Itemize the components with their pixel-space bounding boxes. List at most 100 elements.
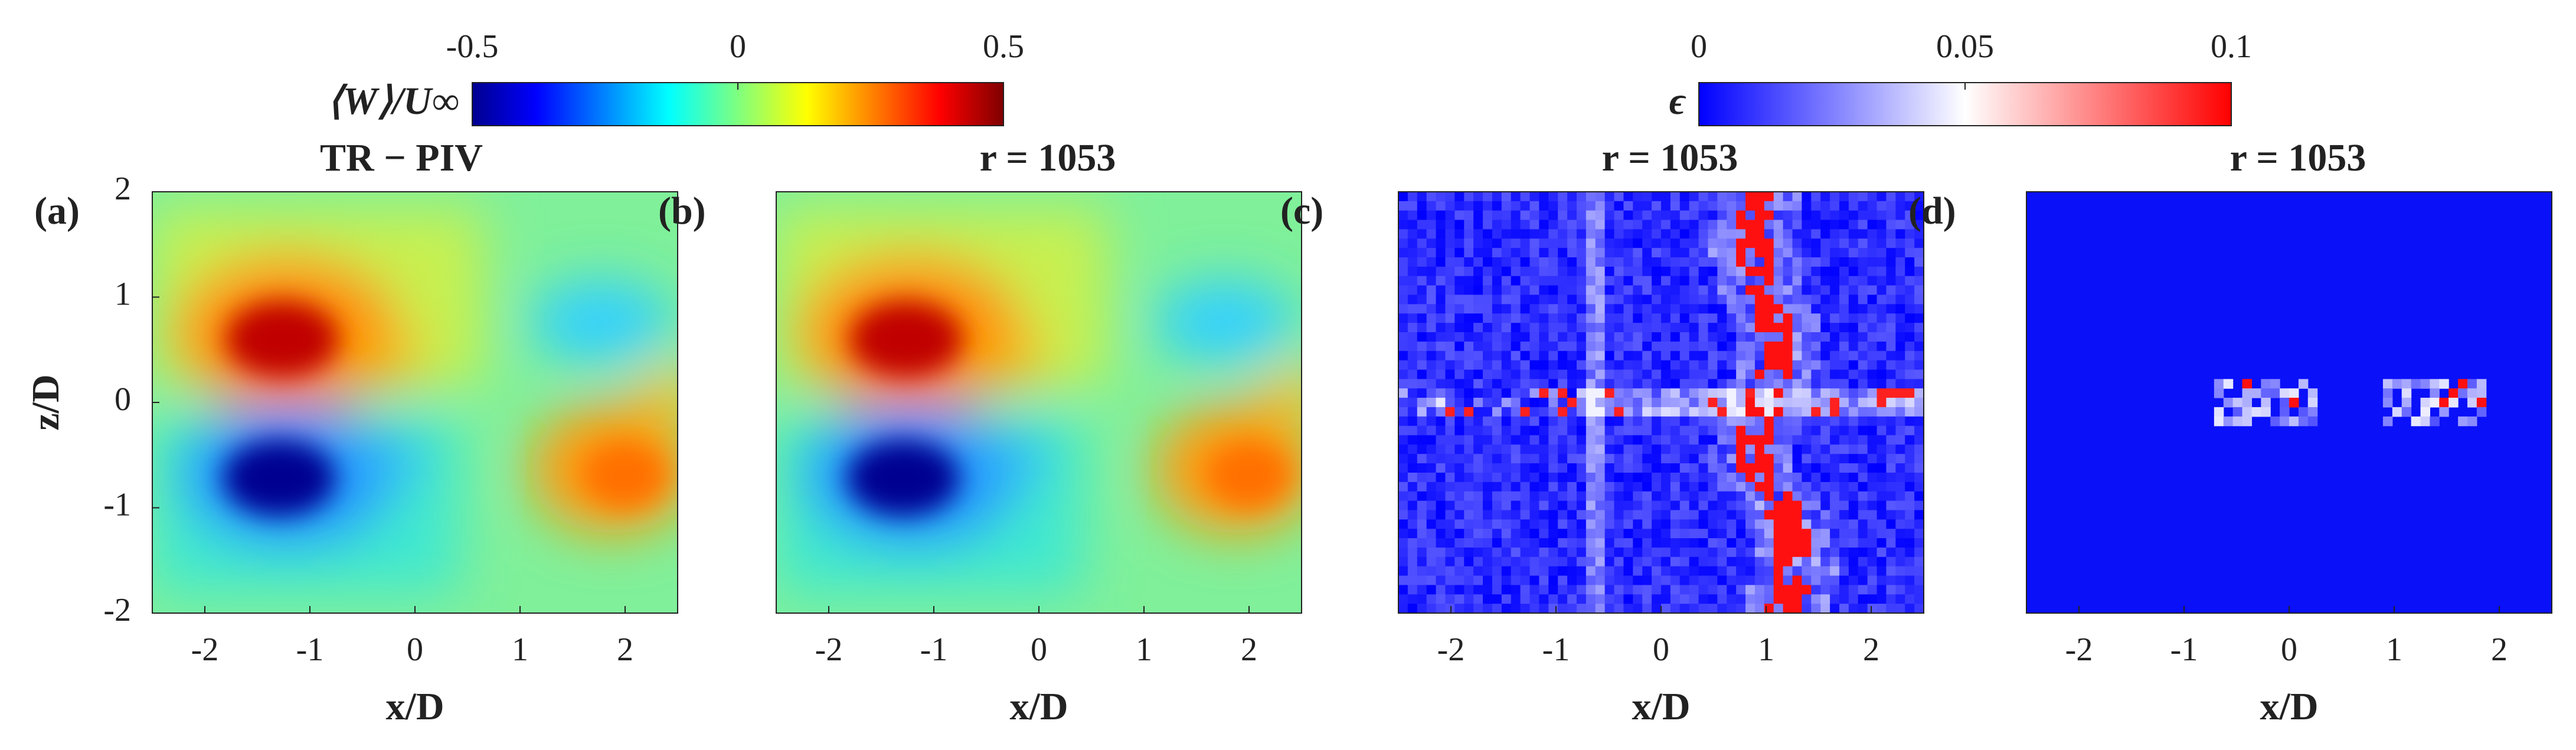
field-cell — [1895, 304, 1905, 314]
field-cell — [1717, 500, 1727, 511]
field-cell — [1830, 201, 1840, 211]
field-cell — [1773, 201, 1784, 211]
x-tick-label: -1 — [1542, 631, 1570, 668]
field-cell — [1539, 276, 1549, 286]
field-cell — [1670, 257, 1681, 267]
field-cell — [1454, 556, 1464, 567]
field-cell — [1905, 575, 1915, 585]
field-cell — [1407, 360, 1418, 371]
field-cell — [1717, 425, 1727, 436]
field-cell — [1445, 575, 1455, 585]
field-cell — [1736, 529, 1746, 539]
field-cell — [1492, 248, 1502, 258]
field-cell — [1745, 220, 1756, 230]
field-cell — [1633, 238, 1643, 248]
field-cell — [1661, 276, 1671, 286]
field-cell — [2289, 388, 2299, 398]
field-cell — [1764, 500, 1774, 511]
field-cell — [1623, 538, 1633, 548]
field-cell — [1445, 285, 1455, 296]
field-cell — [1764, 473, 1774, 483]
field-cell — [1754, 500, 1765, 511]
field-cell — [1708, 416, 1718, 427]
x-tick-label: 2 — [617, 631, 633, 668]
field-cell — [1848, 604, 1859, 613]
field-cell — [1783, 369, 1793, 379]
field-cell — [1886, 276, 1896, 286]
field-cell — [1802, 304, 1812, 314]
field-cell — [1586, 529, 1596, 539]
field-cell — [1754, 266, 1765, 277]
field-cell — [1492, 463, 1502, 473]
field-cell — [1727, 529, 1737, 539]
field-cell — [1877, 491, 1887, 502]
field-cell — [1858, 201, 1868, 211]
field-cell — [1717, 285, 1727, 296]
field-cell — [1698, 276, 1709, 286]
field-cell — [1914, 547, 1924, 558]
field-cell — [1501, 594, 1512, 604]
field-cell — [1689, 369, 1699, 379]
field-cell — [1642, 604, 1652, 613]
field-cell — [1548, 379, 1558, 389]
field-cell — [1492, 323, 1502, 333]
field-cell — [1454, 510, 1464, 520]
field-cell — [1877, 435, 1887, 445]
field-cell — [1839, 229, 1849, 239]
field-cell — [1558, 566, 1568, 577]
field-cell — [1679, 473, 1690, 483]
field-cell — [1661, 444, 1671, 454]
field-cell — [1858, 248, 1868, 258]
field-cell — [1483, 257, 1493, 267]
field-cell — [1820, 435, 1830, 445]
field-cell — [1839, 379, 1849, 389]
field-cell — [1717, 248, 1727, 258]
field-cell — [1867, 463, 1878, 473]
field-cell — [1830, 248, 1840, 258]
field-cell — [1445, 379, 1455, 389]
field-cell — [1398, 257, 1408, 267]
field-cell — [1830, 500, 1840, 511]
field-cell — [1830, 379, 1840, 389]
field-cell — [1473, 229, 1483, 239]
field-cell — [1679, 351, 1690, 361]
field-cell — [1708, 575, 1718, 585]
field-cell — [1905, 332, 1915, 342]
field-cell — [1708, 529, 1718, 539]
field-cell — [1736, 388, 1746, 398]
field-cell — [1501, 407, 1512, 417]
field-cell — [1792, 604, 1802, 613]
field-cell — [1764, 482, 1774, 492]
field-cell — [1445, 238, 1455, 248]
field-cell — [1895, 425, 1905, 436]
field-cell — [1689, 482, 1699, 492]
field-cell — [1736, 257, 1746, 267]
field-cell — [1501, 229, 1512, 239]
field-cell — [1895, 351, 1905, 361]
field-cell — [1802, 332, 1812, 342]
field-cell — [1820, 416, 1830, 427]
field-cell — [1783, 276, 1793, 286]
field-cell — [1445, 369, 1455, 379]
field-cell — [1877, 500, 1887, 511]
field-cell — [1567, 341, 1577, 352]
field-cell — [1595, 463, 1606, 473]
field-cell — [1867, 248, 1878, 258]
field-cell — [1586, 473, 1596, 483]
field-cell — [2467, 379, 2477, 389]
field-cell — [2430, 416, 2440, 427]
field-cell — [1473, 454, 1483, 464]
field-cell — [1736, 360, 1746, 371]
field-image — [776, 192, 1331, 613]
field-cell — [2280, 398, 2290, 408]
field-cell — [1548, 192, 1558, 202]
field-cell — [1586, 369, 1596, 379]
field-cell — [1492, 529, 1502, 539]
field-cell — [1633, 360, 1643, 371]
field-cell — [1501, 304, 1512, 314]
field-cell — [1426, 491, 1437, 502]
field-cell — [1436, 276, 1446, 286]
field-cell — [1792, 566, 1802, 577]
field-cell — [1820, 220, 1830, 230]
field-cell — [2298, 379, 2309, 389]
